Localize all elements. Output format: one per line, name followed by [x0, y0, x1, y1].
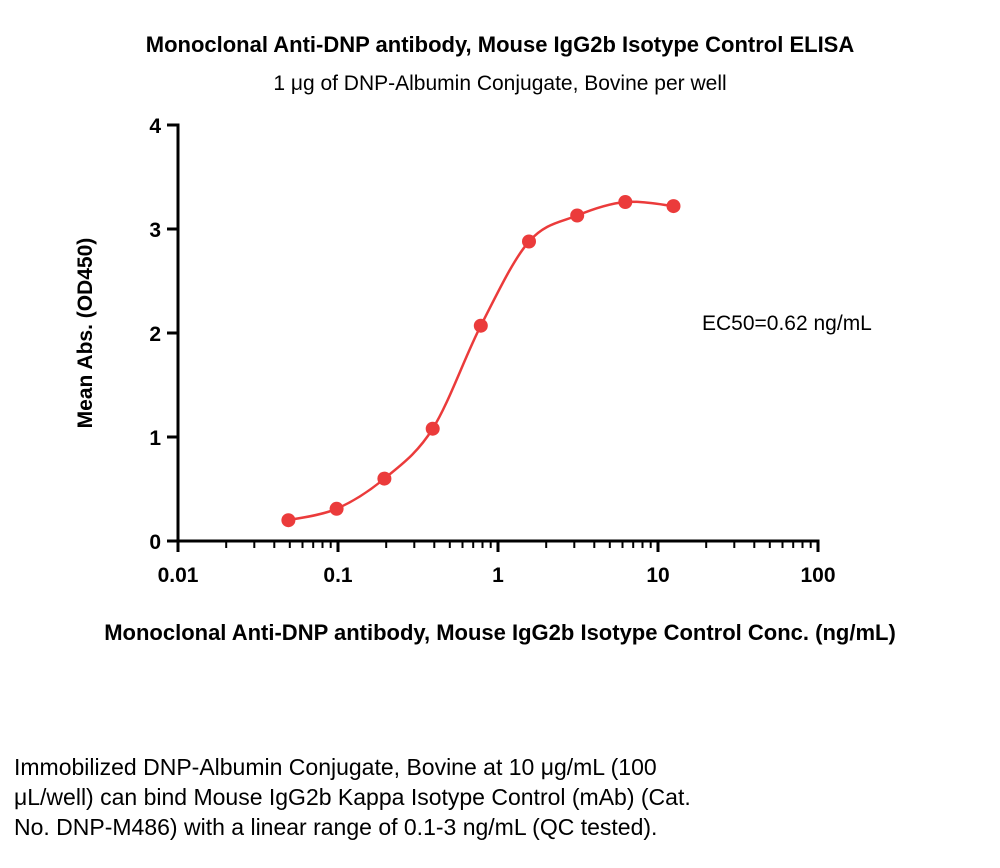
x-axis-tick-label: 0.1: [323, 564, 353, 587]
data-point: [522, 234, 536, 249]
x-axis-title: Monoclonal Anti-DNP antibody, Mouse IgG2…: [104, 620, 896, 645]
y-axis-tick-label: 0: [149, 531, 161, 554]
footer-line-2: μL/well) can bind Mouse IgG2b Kappa Isot…: [14, 784, 691, 810]
y-axis-tick-label: 3: [149, 219, 161, 242]
data-point: [618, 195, 633, 209]
chart-subtitle: 1 μg of DNP-Albumin Conjugate, Bovine pe…: [273, 72, 727, 95]
plot-svg: 0 1 2 3 4 0.01 0.1 1 10 100: [149, 115, 835, 587]
x-axis-tick-label: 1: [492, 564, 504, 587]
x-axis-tick-label: 100: [800, 564, 835, 587]
footer-line-1: Immobilized DNP-Albumin Conjugate, Bovin…: [14, 754, 657, 780]
x-axis-tick-label: 0.01: [158, 564, 199, 587]
data-point: [425, 421, 440, 436]
x-axis-tick-label: 10: [646, 564, 669, 587]
data-point: [329, 501, 344, 516]
y-axis-tick-label: 2: [149, 323, 161, 346]
chart-title: Monoclonal Anti-DNP antibody, Mouse IgG2…: [145, 32, 855, 57]
y-axis-title: Mean Abs. (OD450): [74, 237, 97, 429]
data-point: [570, 208, 585, 223]
y-axis-tick-label: 1: [149, 427, 161, 450]
data-point: [281, 513, 296, 528]
y-axis-tick-label: 4: [149, 115, 161, 138]
data-point: [377, 471, 392, 486]
footer-text: Immobilized DNP-Albumin Conjugate, Bovin…: [14, 752, 974, 842]
footer-line-3: No. DNP-M486) with a linear range of 0.1…: [14, 814, 658, 840]
data-point: [666, 199, 681, 214]
fit-curve: [288, 200, 674, 522]
ec50-annotation: EC50=0.62 ng/mL: [702, 312, 872, 335]
data-point: [473, 318, 488, 333]
axes: [176, 123, 820, 543]
